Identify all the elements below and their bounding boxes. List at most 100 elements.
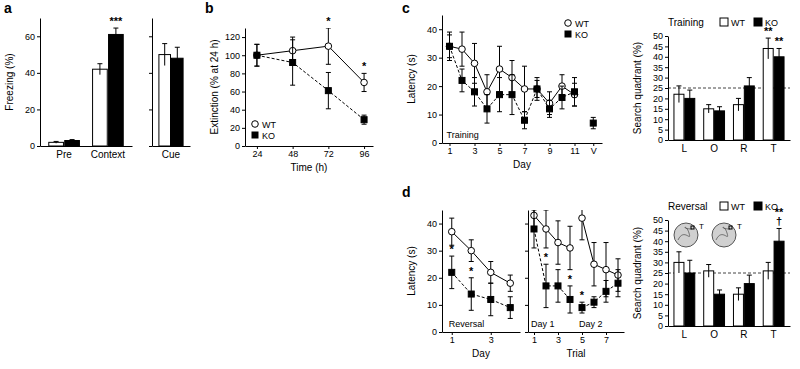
y-tick-label: 45	[653, 226, 663, 236]
x-axis: 13	[443, 332, 521, 345]
x-axis-line	[153, 146, 191, 147]
x-tick: Pre	[56, 149, 72, 160]
y-tick-label: 20	[427, 273, 437, 283]
y-tick-label: 40	[653, 52, 663, 62]
plot-label: Day 1	[531, 319, 555, 329]
legend-label: WT	[731, 18, 745, 28]
x-axis-line	[443, 143, 603, 144]
plot: Reversal**13010203040	[427, 211, 521, 346]
point	[484, 89, 491, 96]
x-tick: R	[740, 143, 747, 154]
inset: T	[712, 222, 742, 247]
point	[459, 46, 466, 53]
legend: WTKO	[565, 19, 590, 40]
y-tick: 10	[653, 300, 668, 310]
x-tick: T	[771, 329, 777, 340]
error-bar	[460, 32, 465, 66]
y-tick-label: 100	[225, 51, 240, 61]
bar	[763, 48, 773, 140]
error-bar	[572, 78, 577, 106]
error-bar	[616, 270, 621, 297]
bar	[704, 271, 714, 326]
x-axis: 1357911V	[443, 143, 603, 156]
y-axis-title: Freezing (%)	[4, 53, 15, 110]
x-tick: 7	[604, 332, 609, 345]
x-tick-label: V	[591, 146, 597, 156]
error-bar	[706, 105, 711, 113]
texts: **	[326, 15, 367, 72]
y-tick: 25	[653, 268, 668, 278]
y-tick-label: 40	[427, 25, 437, 35]
y-tick: 0	[30, 141, 40, 151]
y-tick-mark	[439, 224, 442, 225]
point	[509, 92, 515, 98]
y-tick-label: 10	[653, 115, 663, 125]
legend-label: KO	[575, 30, 588, 40]
x-tick: Cue	[162, 149, 181, 160]
y-tick-mark	[665, 284, 668, 285]
error-bar	[747, 78, 752, 95]
series-line	[534, 229, 570, 299]
point	[446, 43, 453, 50]
x-tick: 9	[547, 143, 552, 156]
x-tick-label: 48	[288, 149, 298, 159]
point	[361, 117, 367, 123]
y-axis-line	[442, 211, 443, 333]
x-tick: 5	[580, 332, 585, 345]
y-tick-mark	[665, 67, 668, 68]
y-tick-label: 0	[30, 141, 35, 151]
y-tick-mark	[439, 251, 442, 252]
y-tick-mark	[665, 88, 668, 89]
y-tick-mark	[665, 241, 668, 242]
y-tick-label: 20	[25, 105, 35, 115]
y-tick-label: 80	[230, 69, 240, 79]
bar	[65, 141, 80, 146]
y-tick-mark	[37, 36, 40, 37]
y-tick-mark	[665, 130, 668, 131]
y-tick: 10	[427, 110, 442, 120]
y-tick-mark	[242, 146, 245, 147]
bar	[704, 109, 714, 140]
marks	[49, 28, 123, 146]
y-tick: 10	[653, 115, 668, 125]
error-bar	[449, 256, 454, 289]
point	[534, 86, 541, 93]
y-axis	[149, 19, 153, 147]
y-tick: 40	[653, 237, 668, 247]
y-tick: 25	[653, 83, 668, 93]
y-axis-line	[152, 19, 153, 147]
y-tick-mark	[665, 326, 668, 327]
y-tick-label: 0	[432, 327, 437, 337]
y-tick: 60	[25, 32, 40, 42]
y-axis-line	[668, 37, 669, 141]
y-tick: 60	[230, 87, 245, 97]
annotation: *	[326, 15, 331, 27]
y-tick-mark	[439, 86, 442, 87]
point	[547, 106, 553, 112]
point	[615, 280, 621, 286]
annotation: *	[580, 289, 585, 301]
y-tick-label: 50	[653, 215, 663, 225]
legend-swatch	[754, 202, 762, 210]
panel-label: c	[402, 0, 410, 16]
x-tick: 5	[497, 143, 502, 156]
annotation: *	[544, 251, 549, 263]
legend-swatch	[720, 18, 728, 26]
y-tick-label: 45	[653, 42, 663, 52]
y-tick-mark	[149, 109, 152, 110]
error-bar	[717, 107, 722, 115]
annotation: **	[775, 35, 784, 47]
x-tick-label: 7	[522, 146, 527, 156]
error-bar	[777, 48, 782, 65]
error-bar	[777, 228, 782, 253]
texts: Training	[447, 130, 479, 140]
legend-swatch	[720, 202, 728, 210]
inset-platform	[729, 226, 732, 229]
x-tick-label: 7	[604, 335, 609, 345]
y-tick: 15	[653, 104, 668, 114]
legend-marker	[252, 121, 259, 128]
point	[448, 228, 455, 235]
y-tick-mark	[665, 98, 668, 99]
x-axis: PreContext	[41, 147, 133, 161]
error-bar	[766, 262, 771, 279]
